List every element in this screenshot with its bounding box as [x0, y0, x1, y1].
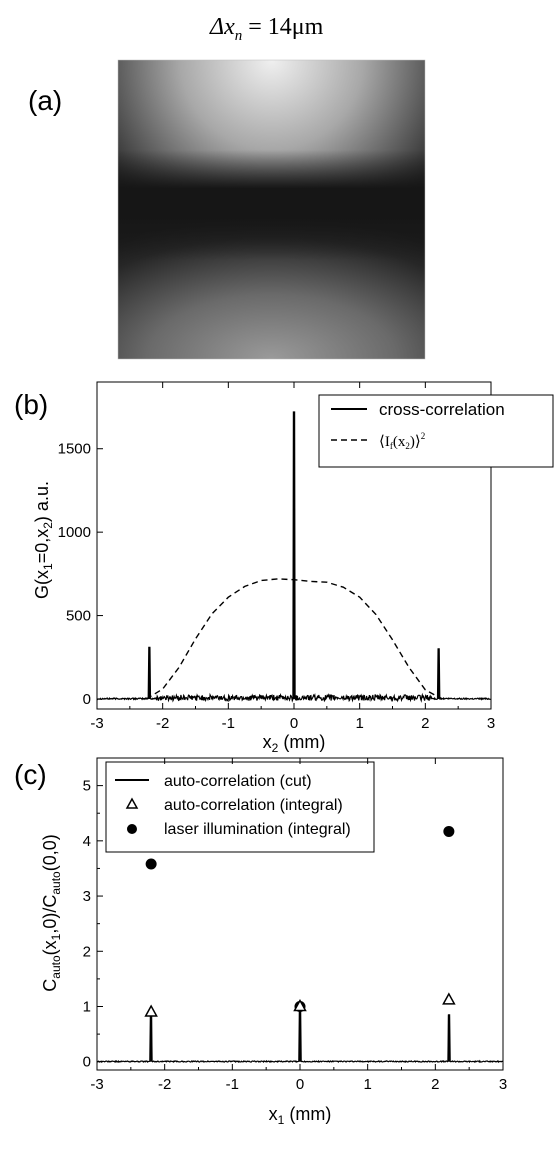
chart-b-xtick-label: -3 — [90, 715, 103, 732]
chart-b-ytick-label: 0 — [83, 691, 91, 708]
chart-c-ytick-label: 2 — [83, 943, 91, 960]
chart-c-xlabel: x1 (mm) — [269, 1104, 332, 1127]
speckle-image — [118, 60, 425, 359]
chart-c-xtick-label: 0 — [296, 1076, 304, 1093]
chart-b-legend-label-intensity: ⟨If(x2)⟩2 — [379, 431, 425, 451]
panel-b-label: (b) — [14, 389, 48, 420]
chart-b-xtick-label: 0 — [290, 715, 298, 732]
chart-c-ytick-label: 3 — [83, 888, 91, 905]
chart-b-ytick-label: 500 — [66, 608, 91, 625]
chart-b-xtick-label: 1 — [355, 715, 363, 732]
chart-b-cross-correlation-line — [96, 411, 492, 703]
chart-c-ytick-label: 4 — [83, 833, 91, 850]
chart-b-xtick-label: 2 — [421, 715, 429, 732]
chart-c-legend-triangle-marker — [125, 797, 139, 809]
chart-c-legend-label-integral: auto-correlation (integral) — [164, 797, 343, 814]
chart-c-autocorrelation-triangle-point — [442, 992, 456, 1005]
chart-c-legend-label-cut: auto-correlation (cut) — [164, 773, 312, 790]
chart-c: (c) Cauto(x1,0)/Cauto(0,0) x1 (mm) auto-… — [14, 757, 507, 1127]
header-formula-main: Δx — [209, 14, 235, 40]
chart-c-xtick-label: -2 — [158, 1076, 171, 1093]
chart-c-ylabel: Cauto(x1,0)/Cauto(0,0) — [40, 834, 63, 991]
chart-b-xtick-label: -1 — [222, 715, 235, 732]
chart-c-laser-circle-point — [145, 858, 157, 870]
chart-c-legend-box — [105, 761, 375, 853]
chart-b-legend: cross-correlation ⟨If(x2)⟩2 — [318, 394, 554, 468]
panel-a-label: (a) — [28, 85, 62, 116]
chart-c-legend-circle-marker — [127, 824, 137, 834]
panel-c-label: (c) — [14, 759, 47, 790]
chart-c-ytick-label: 1 — [83, 998, 91, 1015]
chart-b-ytick-label: 1000 — [58, 524, 91, 541]
chart-c-xtick-label: -3 — [90, 1076, 103, 1093]
chart-b-intensity-dashed-line — [145, 578, 443, 700]
header-formula-rest: = 14μm — [242, 14, 323, 40]
header-formula: Δxn = 14μm — [209, 14, 324, 44]
chart-b-ytick-label: 1500 — [58, 441, 91, 458]
chart-c-ytick-label: 0 — [83, 1054, 91, 1071]
chart-c-xtick-label: -1 — [226, 1076, 239, 1093]
chart-c-xtick-label: 2 — [431, 1076, 439, 1093]
header-formula-sub: n — [235, 28, 243, 44]
chart-c-ytick-label: 5 — [83, 778, 91, 795]
chart-c-xtick-label: 1 — [363, 1076, 371, 1093]
chart-c-laser-circle-point — [443, 825, 455, 837]
chart-c-autocorrelation-triangle-point — [144, 1004, 158, 1017]
chart-b-legend-label-cross: cross-correlation — [379, 400, 505, 419]
chart-b-xtick-label: -2 — [156, 715, 169, 732]
chart-c-legend-label-laser: laser illumination (integral) — [164, 821, 351, 838]
chart-b: (b) G(x1=0,x2) a.u. x2 (mm) cross-correl… — [14, 381, 554, 755]
chart-b-legend-box — [318, 394, 554, 468]
chart-c-legend: auto-correlation (cut) auto-correlation … — [105, 761, 375, 853]
chart-c-autocorrelation-triangle-point — [293, 998, 307, 1012]
chart-b-ylabel: G(x1=0,x2) a.u. — [32, 481, 55, 599]
chart-b-xtick-label: 3 — [487, 715, 495, 732]
chart-b-xlabel: x2 (mm) — [263, 732, 326, 755]
chart-c-xtick-label: 3 — [499, 1076, 507, 1093]
